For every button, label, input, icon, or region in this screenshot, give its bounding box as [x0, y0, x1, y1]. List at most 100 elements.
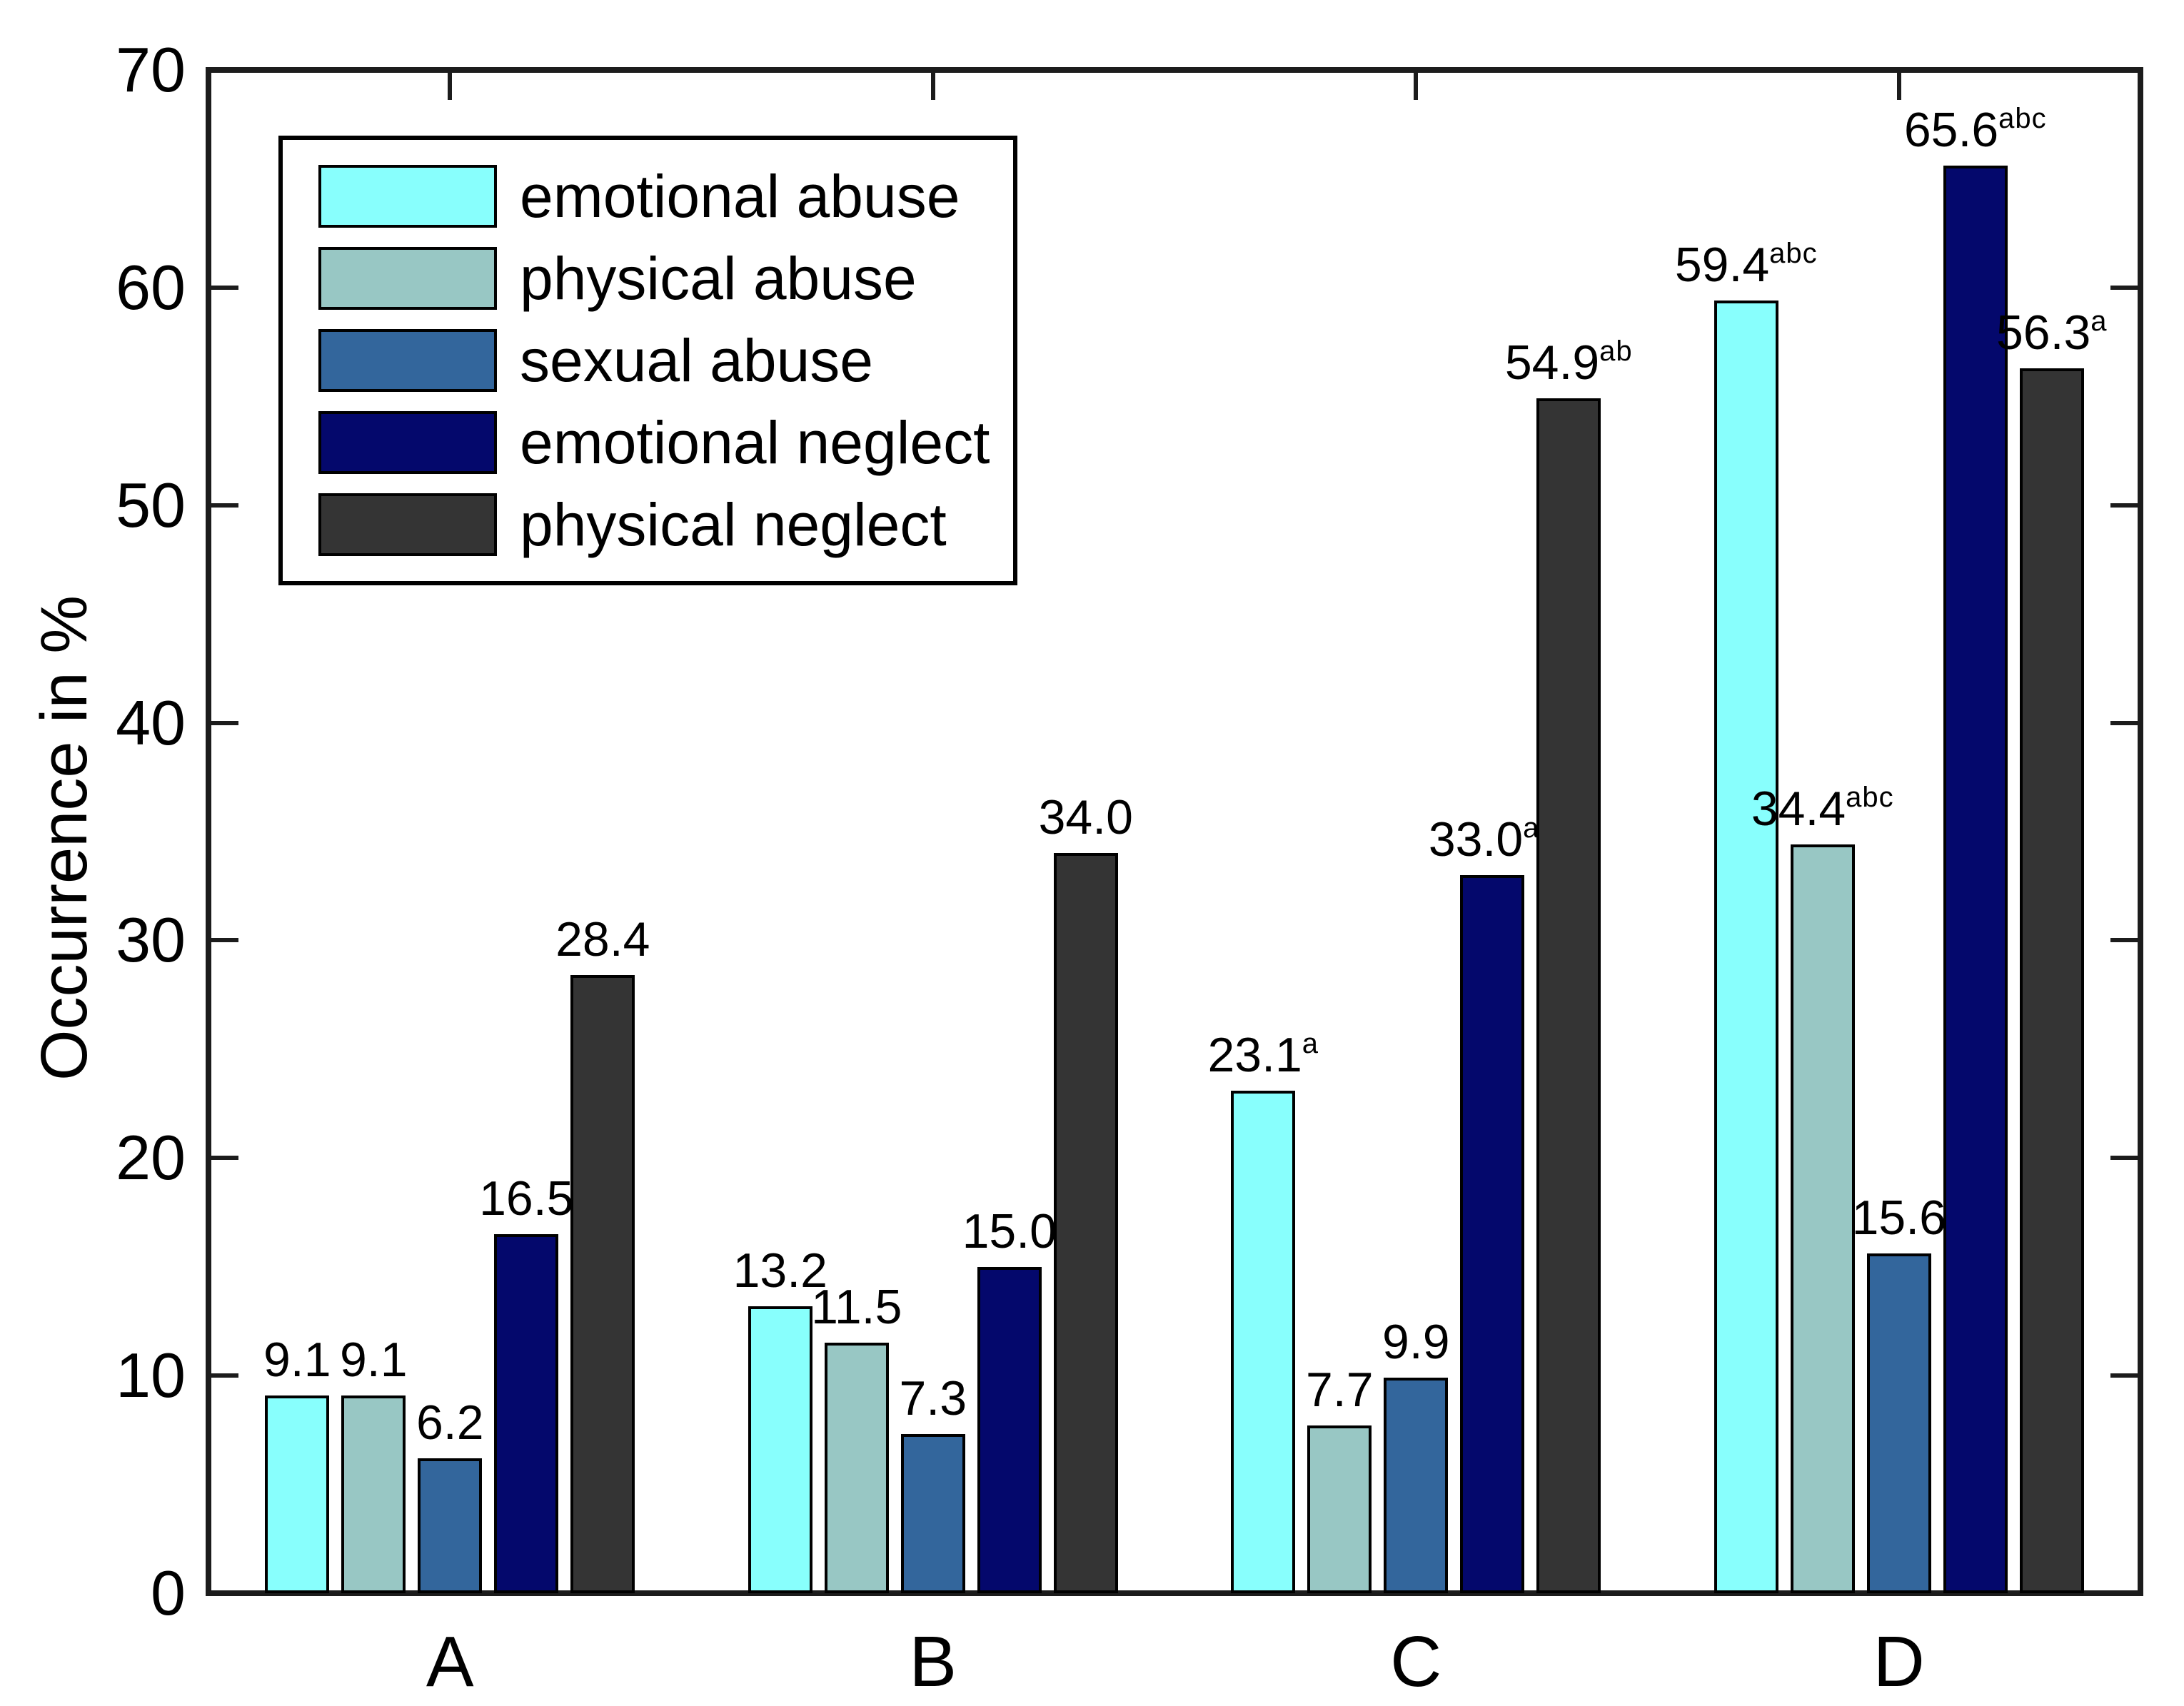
- bar-sexual-abuse-A: [418, 1458, 483, 1593]
- y-tick-label: 10: [116, 1340, 186, 1411]
- bar-value-label: 9.1: [133, 1333, 461, 1394]
- legend-label: physical abuse: [520, 245, 917, 312]
- y-tick-right: [2110, 285, 2140, 290]
- bar-value: 33.0: [1428, 812, 1524, 867]
- y-tick-right: [2110, 1156, 2140, 1161]
- bar-physical-neglect-A: [570, 975, 635, 1593]
- bar-value: 7.3: [899, 1371, 967, 1426]
- y-tick-label: 60: [116, 251, 186, 323]
- bar-emotional-neglect-C: [1460, 874, 1525, 1593]
- legend-label: emotional neglect: [520, 409, 990, 476]
- x-tick-label: B: [909, 1622, 957, 1702]
- significance-superscript: a: [2090, 305, 2108, 337]
- plot-frame-left: [206, 67, 211, 1596]
- legend-label: physical neglect: [520, 491, 947, 558]
- legend-item-physical-abuse: physical abuse: [318, 246, 1013, 311]
- plot-frame-top: [206, 67, 2143, 73]
- x-tick-top: [448, 70, 453, 100]
- y-tick-label: 0: [151, 1558, 186, 1628]
- bar-value: 28.4: [555, 912, 650, 967]
- bar-emotional-abuse-B: [748, 1306, 812, 1593]
- bar-value: 54.9: [1504, 335, 1600, 390]
- bar-value-label: 9.1: [209, 1333, 538, 1394]
- bar-value-label: 65.6abc: [1811, 103, 2140, 164]
- bar-value: 13.2: [733, 1243, 827, 1298]
- bar-emotional-abuse-C: [1231, 1090, 1296, 1593]
- legend-swatch-emotional-neglect: [318, 411, 497, 474]
- bar-emotional-neglect-D: [1943, 166, 2008, 1593]
- bar-value-label: 13.2: [616, 1243, 945, 1305]
- bar-value-label: 16.5: [362, 1171, 690, 1233]
- legend-item-emotional-abuse: emotional abuse: [318, 163, 1013, 229]
- bar-value: 9.9: [1382, 1315, 1450, 1370]
- legend-swatch-physical-abuse: [318, 247, 497, 310]
- y-tick-right: [2110, 1373, 2140, 1378]
- y-tick-label: 50: [116, 469, 186, 540]
- y-tick-left: [208, 503, 238, 508]
- bar-physical-abuse-D: [1790, 844, 1855, 1593]
- bar-value: 6.2: [416, 1395, 484, 1450]
- legend: emotional abuse physical abuse sexual abus…: [278, 136, 1017, 585]
- x-tick-label: C: [1390, 1622, 1442, 1702]
- legend-label: sexual abuse: [520, 327, 874, 394]
- legend-swatch-sexual-abuse: [318, 329, 497, 392]
- bar-physical-neglect-D: [2019, 368, 2084, 1593]
- bar-value-label: 56.3a: [1888, 306, 2184, 367]
- y-tick-left: [208, 285, 238, 290]
- bar-value: 15.6: [1851, 1191, 1946, 1246]
- bar-physical-neglect-C: [1536, 398, 1601, 1593]
- significance-superscript: a: [1302, 1027, 1319, 1059]
- y-tick-right: [2110, 720, 2140, 725]
- bar-value-label: 34.0: [922, 790, 1250, 852]
- bar-value: 9.1: [263, 1332, 331, 1387]
- bar-sexual-abuse-D: [1866, 1253, 1931, 1593]
- bar-sexual-abuse-B: [900, 1434, 965, 1593]
- bar-value: 9.1: [339, 1332, 408, 1387]
- plot-frame-right: [2138, 67, 2143, 1596]
- bar-value: 56.3: [1996, 305, 2091, 360]
- x-tick-top: [1896, 70, 1901, 100]
- bar-value-label: 23.1a: [1099, 1028, 1427, 1089]
- bar-sexual-abuse-C: [1384, 1378, 1449, 1593]
- legend-item-emotional-neglect: emotional neglect: [318, 410, 1013, 475]
- y-axis-label: Occurrence in %: [28, 595, 101, 1081]
- bar-value-label: 33.0ab: [1328, 812, 1656, 874]
- bar-emotional-neglect-A: [494, 1233, 559, 1593]
- y-tick-label: 20: [116, 1122, 186, 1193]
- y-tick-right: [2110, 503, 2140, 508]
- bar-value: 23.1: [1207, 1027, 1302, 1082]
- x-tick-label: D: [1873, 1622, 1925, 1702]
- significance-superscript: abc: [1846, 782, 1894, 814]
- legend-swatch-physical-neglect: [318, 493, 497, 556]
- y-tick-left: [208, 1156, 238, 1161]
- y-tick-left: [208, 938, 238, 943]
- bar-value-label: 15.0: [845, 1204, 1174, 1266]
- bar-value: 16.5: [479, 1171, 574, 1226]
- legend-item-physical-neglect: physical neglect: [318, 492, 1013, 557]
- bar-value: 7.7: [1305, 1363, 1374, 1418]
- bar-value-label: 34.4abc: [1659, 782, 1987, 843]
- bar-emotional-neglect-B: [977, 1266, 1042, 1593]
- significance-superscript: ab: [1599, 335, 1633, 368]
- bar-physical-neglect-B: [1053, 853, 1118, 1593]
- legend-label: emotional abuse: [520, 163, 960, 230]
- legend-swatch-emotional-abuse: [318, 165, 497, 228]
- significance-superscript: abc: [1998, 103, 2047, 135]
- y-tick-label: 30: [116, 904, 186, 976]
- bar-value-label: 15.6: [1735, 1191, 2063, 1252]
- x-tick-top: [930, 70, 935, 100]
- plot-frame-bottom: [206, 1590, 2143, 1596]
- y-tick-left: [208, 720, 238, 725]
- bar-emotional-abuse-D: [1714, 301, 1778, 1593]
- bar-value-label: 7.3: [769, 1371, 1097, 1433]
- bar-physical-abuse-C: [1307, 1425, 1372, 1593]
- y-tick-label: 40: [116, 687, 186, 758]
- bar-value-label: 54.9ab: [1404, 335, 1733, 397]
- bar-value: 34.0: [1038, 790, 1133, 845]
- bar-value-label: 7.7: [1175, 1363, 1504, 1424]
- legend-item-sexual-abuse: sexual abuse: [318, 328, 1013, 393]
- y-tick-label: 70: [116, 34, 186, 105]
- x-tick-label: A: [426, 1622, 474, 1702]
- bar-value: 59.4: [1674, 238, 1770, 293]
